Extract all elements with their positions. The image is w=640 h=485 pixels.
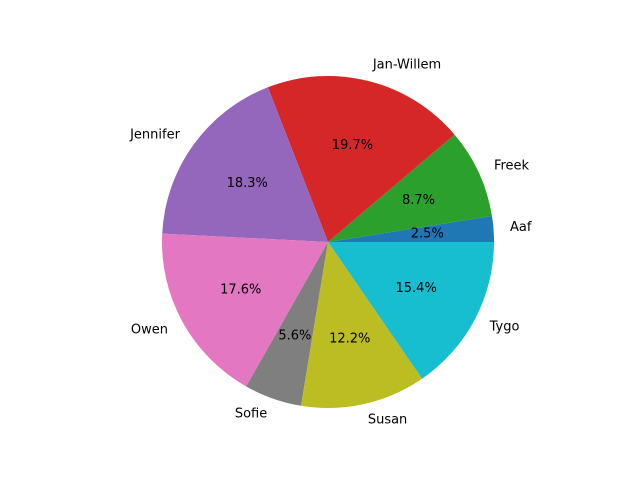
pie-slice-owen: [162, 233, 328, 387]
pct-label-sofie: 5.6%: [278, 328, 311, 343]
category-label-tygo: Tygo: [489, 319, 520, 334]
category-label-owen: Owen: [131, 322, 168, 337]
pie-slices: [162, 76, 494, 408]
pct-label-tygo: 15.4%: [396, 281, 437, 296]
pct-label-freek: 8.7%: [402, 193, 435, 208]
category-label-freek: Freek: [494, 158, 530, 173]
pie-slice-jennifer: [162, 87, 328, 243]
category-label-susan: Susan: [368, 413, 407, 428]
pct-label-owen: 17.6%: [220, 282, 261, 297]
pie-slice-freek: [328, 134, 492, 242]
pie-slice-tygo: [328, 242, 494, 379]
category-label-jennifer: Jennifer: [129, 128, 180, 143]
pct-label-aaf: 2.5%: [411, 227, 444, 242]
pct-label-jennifer: 18.3%: [227, 176, 268, 191]
pie-labels: 2.5% Aaf 8.7% Freek 19.7% Jan-Willem 18.3% Jenn…: [129, 57, 532, 427]
pct-label-jan-willem: 19.7%: [332, 138, 373, 153]
pie-slice-susan: [301, 242, 423, 408]
category-label-sofie: Sofie: [235, 407, 267, 422]
pct-label-susan: 12.2%: [329, 332, 370, 347]
pie-slice-aaf: [328, 216, 494, 242]
category-label-aaf: Aaf: [510, 220, 532, 235]
category-label-jan-willem: Jan-Willem: [372, 57, 441, 72]
pie-slice-jan-willem: [267, 76, 455, 242]
pie-slice-sofie: [246, 242, 328, 406]
